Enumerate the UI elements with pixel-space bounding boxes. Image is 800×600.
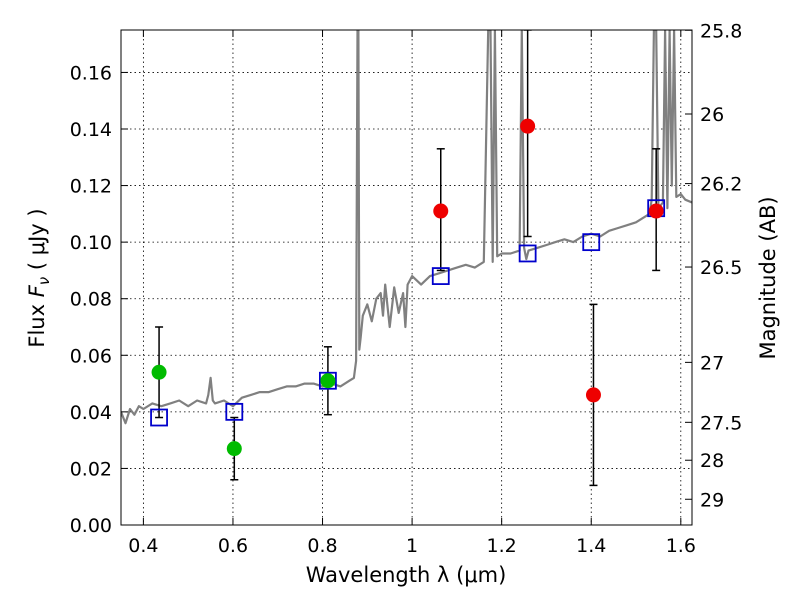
x-tick-label: 1.6 [666, 535, 696, 557]
spectrum-series [121, 30, 692, 425]
y2-tick-label: 29 [700, 489, 724, 511]
model-square-marker [431, 267, 450, 285]
y-tick-label: 0.06 [70, 345, 112, 367]
x-axis-label: Wavelength λ (μm) [306, 563, 507, 587]
x-tick-label: 1.2 [487, 535, 517, 557]
y-tick-label: 0.10 [70, 232, 112, 254]
observed-point-marker [320, 373, 336, 389]
observed-point-marker [151, 364, 167, 380]
y2-axis-label: Magnitude (AB) [756, 196, 780, 359]
observed-points-series [151, 118, 664, 457]
axis-ticks [121, 29, 692, 526]
y-tick-label: 0.14 [70, 119, 112, 141]
observed-point-marker [433, 203, 449, 219]
model-square-marker [319, 371, 337, 390]
model-square-marker [150, 408, 168, 427]
y-tick-label: 0.04 [70, 402, 112, 424]
x-tick-label: 1.4 [576, 535, 606, 557]
y-axis-label: Flux Fν ( μJy ) [25, 208, 53, 347]
x-tick-labels: 0.4 0.6 0.8 1 1.2 1.4 1.6 [128, 535, 696, 557]
y-tick-label: 0.16 [70, 62, 112, 84]
x-tick-label: 0.8 [307, 535, 337, 557]
y2-tick-labels: 25.8 26 26.2 26.5 27 27.5 28 29 [700, 20, 742, 511]
model-square-marker [518, 244, 537, 263]
y2-tick-label: 26.2 [700, 174, 742, 196]
grid [121, 30, 692, 525]
plot-frame [120, 29, 693, 526]
observed-point-marker [648, 203, 664, 219]
model-square-marker [582, 233, 601, 252]
y2-tick-label: 28 [700, 450, 724, 472]
x-tick-label: 0.6 [218, 535, 248, 557]
y2-tick-label: 25.8 [700, 20, 742, 42]
y2-tick-label: 27.5 [700, 412, 742, 434]
x-tick-label: 0.4 [128, 535, 158, 557]
error-bars [155, 30, 661, 487]
y-tick-label: 0.00 [70, 515, 112, 537]
y2-tick-label: 26 [700, 104, 724, 126]
y-tick-label: 0.12 [70, 176, 112, 198]
y-tick-label: 0.08 [70, 289, 112, 311]
observed-point-marker [585, 387, 601, 403]
spectrum-line [121, 30, 692, 425]
y-tick-labels: 0.00 0.02 0.04 0.06 0.08 0.10 0.12 0.14 0.16 [70, 62, 112, 537]
observed-point-marker [226, 441, 242, 457]
y2-tick-label: 26.5 [700, 257, 742, 279]
y-tick-label: 0.02 [70, 458, 112, 480]
model-square-marker [225, 402, 244, 421]
y2-tick-label: 27 [700, 352, 724, 374]
observed-point-marker [520, 118, 536, 134]
x-tick-label: 1 [406, 535, 418, 557]
